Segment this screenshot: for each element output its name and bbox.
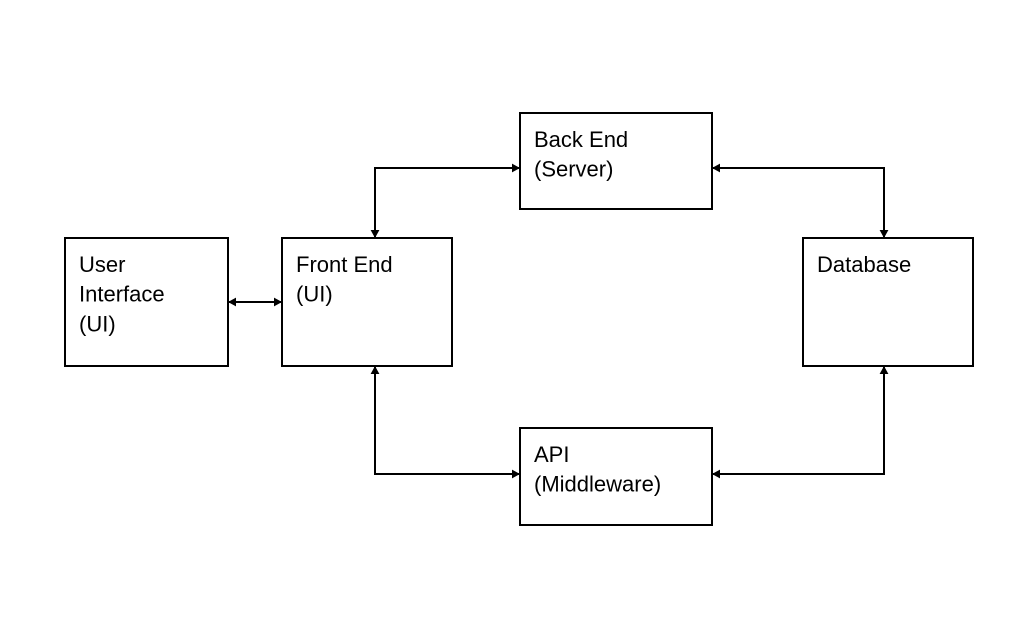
edge-backend-to-database	[712, 168, 884, 238]
node-back-end: Back End (Server)	[520, 113, 712, 209]
node-label: (Middleware)	[534, 472, 661, 497]
edge-frontend-to-api	[375, 366, 520, 474]
architecture-diagram: User Interface (UI) Front End (UI) Back End (S…	[0, 0, 1024, 637]
node-label: (UI)	[79, 311, 116, 336]
node-label: User	[79, 252, 125, 277]
node-label: Front End	[296, 252, 393, 277]
node-label: Back End	[534, 127, 628, 152]
node-api: API (Middleware)	[520, 428, 712, 525]
node-label: (Server)	[534, 157, 613, 182]
node-front-end: Front End (UI)	[282, 238, 452, 366]
node-user-interface: User Interface (UI)	[65, 238, 228, 366]
node-label: Database	[817, 252, 911, 277]
edge-api-to-database	[712, 366, 884, 474]
node-label: API	[534, 442, 569, 467]
node-database: Database	[803, 238, 973, 366]
node-label: (UI)	[296, 282, 333, 307]
edge-frontend-to-backend	[375, 168, 520, 238]
node-label: Interface	[79, 282, 165, 307]
